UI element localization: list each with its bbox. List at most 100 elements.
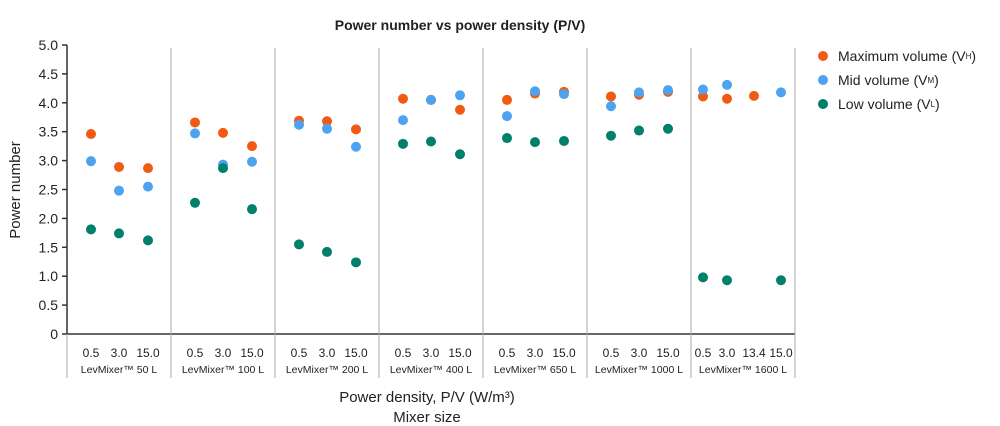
x-axis-label-2: Mixer size (393, 409, 461, 426)
x-axis-label: Power density, P/V (W/m³) (339, 389, 515, 406)
x-tick-label: 0.5 (603, 346, 620, 360)
x-tick-label: 15.0 (552, 346, 576, 360)
x-tick-label: 3.0 (631, 346, 648, 360)
data-point (606, 101, 616, 112)
legend-sub: M (927, 75, 935, 85)
x-tick-label: 3.0 (319, 346, 336, 360)
group-label: LevMixer™ 1600 L (699, 364, 787, 376)
x-tick-label: 0.5 (187, 346, 204, 360)
legend: Maximum volume (V H) Mid volume (V M) Low … (818, 44, 976, 116)
data-point (351, 124, 361, 135)
data-point (722, 93, 732, 104)
legend-marker (818, 75, 828, 85)
x-tick-label: 15.0 (344, 346, 368, 360)
x-tick-label: 15.0 (656, 346, 680, 360)
data-point (698, 84, 708, 95)
data-point (86, 224, 96, 235)
data-point (502, 133, 512, 144)
data-point (398, 115, 408, 126)
group-label: LevMixer™ 650 L (494, 364, 576, 376)
data-point (502, 94, 512, 105)
data-point (322, 123, 332, 134)
legend-item-mid: Mid volume (V M) (818, 68, 976, 92)
y-tick-label: 4.0 (39, 95, 59, 111)
data-point (698, 91, 708, 102)
x-tick-label: 3.0 (423, 346, 440, 360)
group-label: LevMixer™ 1000 L (595, 364, 683, 376)
group-label: LevMixer™ 200 L (286, 364, 368, 376)
y-tick-label: 0 (50, 326, 58, 342)
y-tick-label: 1.0 (39, 268, 59, 284)
data-point (776, 275, 786, 286)
x-tick-label: 13.4 (742, 346, 766, 360)
chart-title: Power number vs power density (P/V) (335, 17, 586, 33)
x-tick-label: 3.0 (719, 346, 736, 360)
data-point (218, 163, 228, 174)
data-point (559, 89, 569, 100)
data-point (698, 272, 708, 283)
legend-label: Maximum volume (V (838, 48, 966, 64)
data-point (749, 90, 759, 101)
x-tick-label: 0.5 (291, 346, 308, 360)
data-point (190, 197, 200, 208)
x-tick-label: 15.0 (769, 346, 793, 360)
data-point (247, 156, 257, 167)
data-point (114, 161, 124, 172)
data-point (190, 117, 200, 128)
data-point (530, 86, 540, 97)
data-point (398, 93, 408, 104)
data-point (663, 85, 673, 96)
data-point (143, 181, 153, 192)
group-label: LevMixer™ 400 L (390, 364, 472, 376)
y-tick-label: 4.5 (39, 66, 59, 82)
x-tick-label: 15.0 (240, 346, 264, 360)
x-tick-label: 3.0 (527, 346, 544, 360)
legend-marker (818, 51, 828, 61)
x-tick-label: 3.0 (111, 346, 128, 360)
data-point (606, 91, 616, 102)
legend-sub: L (930, 99, 936, 109)
group-label: LevMixer™ 50 L (81, 364, 158, 376)
data-point (114, 185, 124, 196)
data-point (143, 235, 153, 246)
legend-sub: H (965, 51, 972, 61)
y-tick-label: 2.0 (39, 210, 59, 226)
x-tick-label: 0.5 (395, 346, 412, 360)
data-point (776, 87, 786, 98)
y-tick-label: 3.5 (39, 124, 59, 140)
x-tick-label: 0.5 (695, 346, 712, 360)
data-point (190, 128, 200, 139)
data-point (294, 239, 304, 250)
data-point (634, 87, 644, 98)
y-tick-label: 0.5 (39, 297, 59, 313)
data-point (247, 204, 257, 215)
data-point (143, 163, 153, 174)
data-point (502, 111, 512, 122)
data-point (455, 104, 465, 115)
data-point (114, 228, 124, 239)
data-point (722, 79, 732, 90)
x-tick-label: 0.5 (499, 346, 516, 360)
data-point (322, 116, 332, 127)
data-point (294, 119, 304, 130)
legend-label: Mid volume (V (838, 72, 928, 88)
data-point (455, 90, 465, 101)
data-point (426, 136, 436, 147)
data-point (722, 275, 732, 286)
legend-marker (818, 99, 828, 109)
data-point (247, 141, 257, 152)
data-point (426, 94, 436, 105)
x-tick-label: 15.0 (136, 346, 160, 360)
data-point (530, 137, 540, 148)
x-tick-label: 3.0 (215, 346, 232, 360)
x-tick-label: 15.0 (448, 346, 472, 360)
data-point (322, 246, 332, 257)
data-point (559, 135, 569, 146)
legend-item-max: Maximum volume (V H) (818, 44, 976, 68)
data-point (634, 125, 644, 136)
x-tick-label: 0.5 (83, 346, 100, 360)
y-tick-label: 5.0 (39, 37, 59, 53)
data-point (398, 138, 408, 149)
